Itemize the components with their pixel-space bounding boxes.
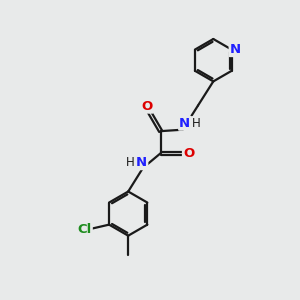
Text: N: N	[179, 117, 190, 130]
Text: H: H	[126, 156, 135, 169]
Text: H: H	[192, 117, 200, 130]
Text: N: N	[230, 43, 241, 56]
Text: O: O	[141, 100, 153, 112]
Text: Cl: Cl	[77, 223, 92, 236]
Text: O: O	[183, 147, 194, 160]
Text: N: N	[136, 156, 147, 169]
